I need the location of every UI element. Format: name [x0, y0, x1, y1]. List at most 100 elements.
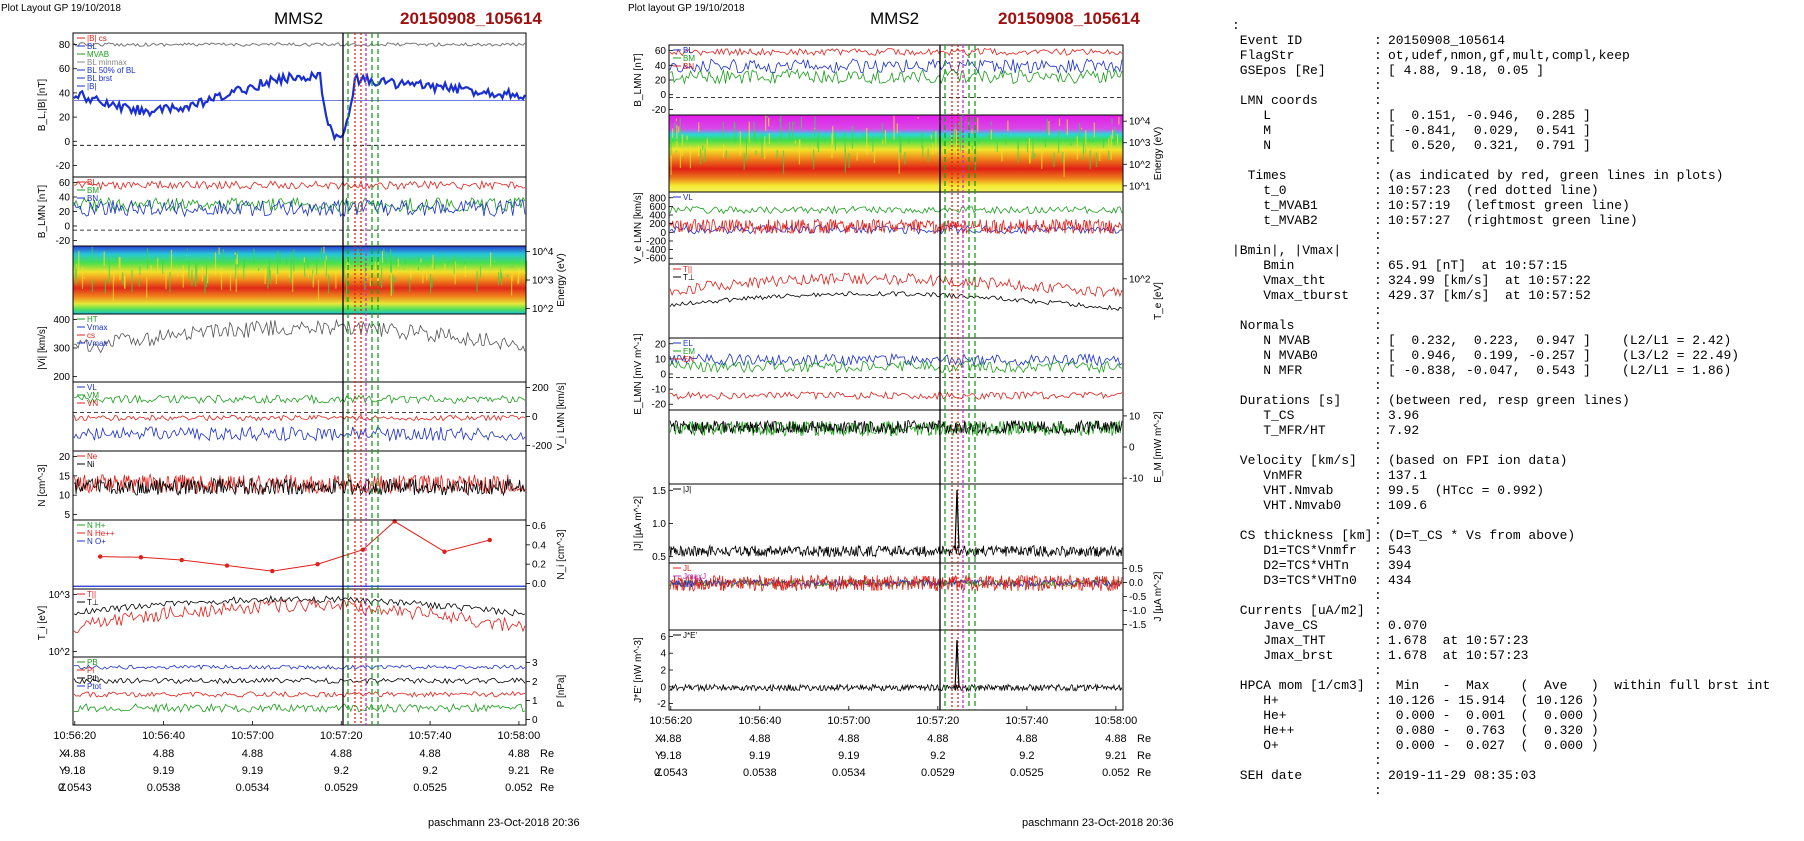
spectrogram-streak	[1093, 122, 1095, 138]
spectrogram-streak	[501, 275, 503, 279]
spectrogram-streak	[753, 121, 755, 140]
spectrogram-streak	[277, 250, 279, 275]
spectrogram-streak	[722, 122, 724, 136]
spectrogram-streak	[956, 129, 958, 157]
info-colon: :	[1374, 288, 1382, 303]
spectrogram-streak	[1085, 130, 1087, 153]
info-row: L: [ 0.151, -0.946, 0.285 ]	[1232, 108, 1792, 123]
info-key: He+	[1232, 708, 1287, 723]
spectrogram-streak	[317, 279, 320, 300]
spectrogram-streak	[977, 117, 979, 132]
spectrogram-streak	[990, 121, 992, 126]
info-key: N	[1232, 138, 1272, 153]
info-colon: :	[1374, 468, 1382, 483]
spectrogram-streak	[848, 152, 850, 168]
position-value: 4.88	[242, 748, 263, 760]
spectrogram-streak	[899, 134, 901, 160]
info-colon	[1374, 18, 1388, 33]
info-value: (as indicated by red, green lines in plo…	[1388, 168, 1724, 183]
info-colon: :	[1374, 78, 1382, 93]
info-key	[1232, 303, 1374, 318]
series-line	[73, 598, 526, 634]
info-key: t_0	[1232, 183, 1287, 198]
info-colon: :	[1374, 483, 1382, 498]
info-key: Velocity [km/s]	[1232, 453, 1357, 468]
spectrogram-streak	[813, 149, 815, 170]
info-key: D2=TCS*VHTn	[1232, 558, 1350, 573]
he-point	[97, 554, 103, 559]
spectrogram-streak	[814, 128, 816, 130]
spectrogram-streak	[988, 133, 990, 139]
info-row: :	[1232, 588, 1792, 603]
spectrogram-streak	[191, 269, 193, 286]
info-key: SEH date	[1232, 768, 1303, 783]
spectrogram-streak	[834, 132, 836, 151]
spectrogram-streak	[308, 275, 310, 278]
info-key: Vmax_tht	[1232, 273, 1326, 288]
info-value: 543	[1388, 543, 1412, 558]
spectrogram-streak	[1118, 116, 1120, 125]
info-row: t_MVAB2:10:57:27 (rightmost green line)	[1232, 213, 1792, 228]
spectrogram-streak	[1066, 119, 1068, 135]
spectrogram-streak	[181, 271, 183, 277]
spectrogram-streak	[1026, 143, 1029, 153]
tick-label: 10^4	[1129, 117, 1151, 128]
info-row: :	[1232, 783, 1792, 798]
tick-label: 2	[532, 677, 538, 688]
info-value: (based on FPI ion data)	[1388, 453, 1568, 468]
spectrogram-streak	[348, 263, 350, 265]
tick-label: 0.6	[532, 521, 546, 532]
spectrogram-streak	[670, 150, 672, 175]
position-value: 9.19	[838, 750, 859, 762]
info-value: 99.5 (HTcc = 0.992)	[1388, 483, 1545, 498]
info-colon: :	[1374, 363, 1382, 378]
tick-label: -20	[652, 400, 667, 411]
info-colon: :	[1374, 438, 1382, 453]
info-row: D1=TCS*Vnmfr:543	[1232, 543, 1792, 558]
spectrogram-streak	[943, 142, 945, 146]
tick-label: 60	[655, 46, 667, 57]
spectrogram-streak	[108, 263, 110, 284]
tick-label: 0	[660, 90, 666, 101]
spectrogram-streak	[678, 126, 680, 133]
spectrogram-streak	[904, 152, 906, 165]
y-axis-label: J [µA m^-2]	[1153, 571, 1164, 621]
he-series-line	[100, 520, 490, 572]
tick-label: -200	[532, 441, 552, 452]
info-colon: :	[1374, 228, 1382, 243]
tick-label: 400	[649, 211, 666, 222]
info-key	[1232, 438, 1374, 453]
spectrogram-streak	[893, 115, 895, 140]
position-value: 9.19	[749, 750, 770, 762]
spectrogram-streak	[420, 258, 422, 263]
legend-entry: EL	[683, 339, 693, 348]
position-value: 4.88	[660, 733, 681, 745]
he-point	[138, 555, 144, 560]
spectrogram-streak	[91, 246, 93, 253]
series-line	[73, 594, 526, 617]
info-colon: :	[1374, 588, 1382, 603]
spectrogram-streak	[682, 148, 684, 156]
spectrogram-streak	[430, 274, 432, 294]
spectrogram-streak	[1113, 126, 1116, 145]
spectrogram-streak	[165, 273, 167, 290]
tick-label: 10^2	[532, 304, 554, 315]
info-row: :	[1232, 228, 1792, 243]
tick-label: 200	[649, 219, 666, 230]
spectrogram-streak	[1070, 134, 1072, 136]
spectrogram-streak	[881, 123, 883, 135]
spectrogram-streak	[900, 137, 902, 153]
spectrogram-streak	[844, 132, 846, 153]
info-colon: :	[1374, 303, 1382, 318]
plot-title: MMS2	[274, 9, 323, 28]
tick-label: -200	[646, 236, 666, 247]
legend-entry: |B|	[87, 82, 97, 91]
y-axis-label: J*E' [nW m^-3]	[633, 637, 644, 703]
legend-entry: T⊥	[87, 598, 99, 607]
info-key	[1232, 228, 1374, 243]
info-row: Durations [s]: (between red, resp green l…	[1232, 393, 1792, 408]
info-key: VnMFR	[1232, 468, 1303, 483]
spectrogram-streak	[113, 271, 115, 281]
plot-header: Plot layout GP 19/10/2018	[628, 3, 745, 14]
